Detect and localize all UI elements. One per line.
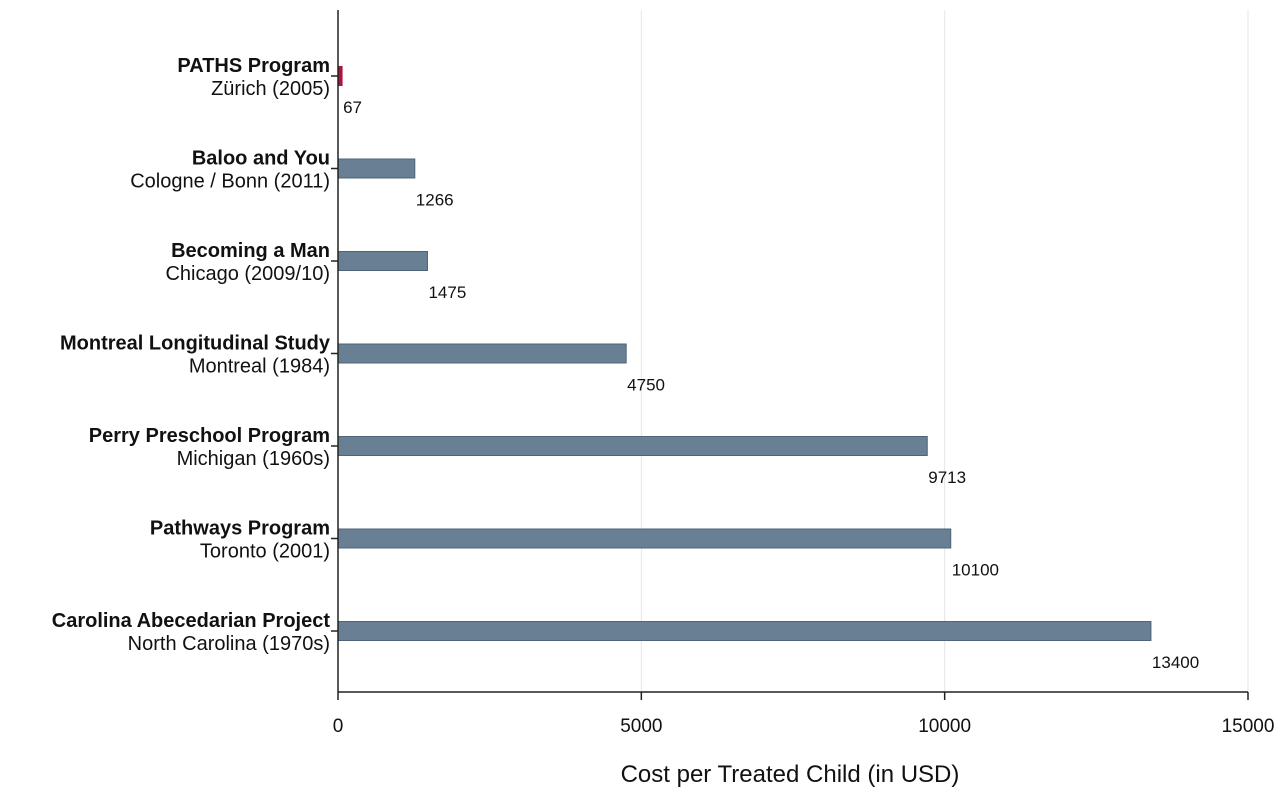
data-label: 13400	[1152, 653, 1199, 672]
category-name: Perry Preschool Program	[89, 425, 330, 447]
category-name: Becoming a Man	[171, 240, 330, 262]
data-label: 1266	[416, 191, 454, 210]
category-location: Cologne / Bonn (2011)	[130, 171, 330, 193]
category-name: Pathways Program	[150, 518, 330, 540]
x-tick-label: 5000	[620, 716, 662, 737]
category-location: Chicago (2009/10)	[165, 263, 330, 285]
data-label: 9713	[928, 468, 966, 487]
category-location: Montreal (1984)	[189, 356, 330, 378]
bar	[337, 621, 1152, 641]
category-name: Montreal Longitudinal Study	[60, 333, 331, 355]
category-name: PATHS Program	[177, 55, 330, 77]
x-axis-ticks: 0 5000 10000 15000	[331, 75, 1275, 737]
data-labels: 67 1266 1475 4750 9713 10100 13400	[343, 98, 1199, 672]
data-label: 67	[343, 98, 362, 117]
category-location: Michigan (1960s)	[177, 448, 330, 470]
data-label: 1475	[428, 283, 466, 302]
bars	[337, 66, 1152, 641]
data-label: 10100	[952, 561, 999, 580]
x-tick-label: 10000	[918, 716, 971, 737]
bar	[337, 158, 416, 179]
bar	[337, 436, 928, 456]
axes	[337, 10, 1248, 693]
x-tick-label: 0	[333, 716, 344, 737]
x-axis-title: Cost per Treated Child (in USD)	[621, 761, 960, 788]
bar	[337, 251, 428, 271]
category-name: Baloo and You	[192, 148, 330, 170]
grid-lines	[640, 10, 1249, 692]
category-location: Toronto (2001)	[200, 541, 330, 563]
x-tick-label: 15000	[1222, 716, 1275, 737]
data-label: 4750	[627, 376, 665, 395]
category-location: Zürich (2005)	[211, 78, 330, 100]
bar	[337, 343, 627, 364]
bar	[337, 528, 952, 549]
category-name: Carolina Abecedarian Project	[52, 610, 331, 632]
category-location: North Carolina (1970s)	[128, 633, 330, 655]
